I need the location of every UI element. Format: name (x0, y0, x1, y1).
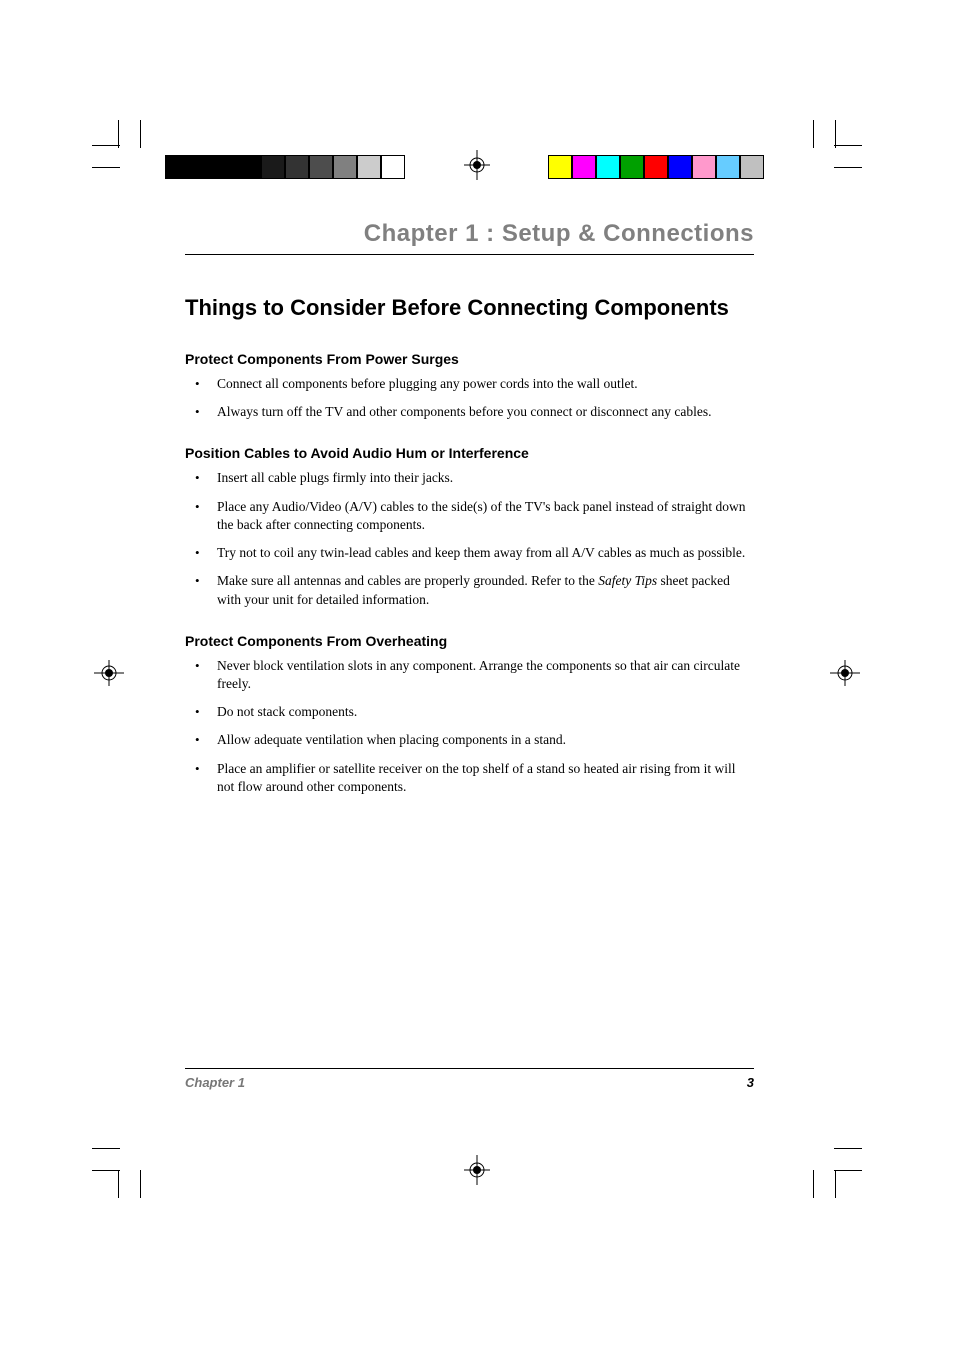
crop-mark (118, 1170, 119, 1198)
page-footer: Chapter 1 3 (185, 1068, 754, 1090)
crop-mark (834, 1148, 862, 1149)
bullet-list: Never block ventilation slots in any com… (185, 657, 754, 796)
registration-mark-icon (94, 660, 124, 691)
subsection: Protect Components From Power Surges Con… (185, 351, 754, 421)
bullet-list: Connect all components before plugging a… (185, 375, 754, 421)
list-item: Connect all components before plugging a… (185, 375, 754, 393)
list-item: Insert all cable plugs firmly into their… (185, 469, 754, 487)
subsection: Position Cables to Avoid Audio Hum or In… (185, 445, 754, 608)
list-item: Always turn off the TV and other compone… (185, 403, 754, 421)
crop-mark (834, 145, 862, 146)
crop-mark (92, 1148, 120, 1149)
list-item: Place an amplifier or satellite receiver… (185, 760, 754, 796)
crop-mark (118, 120, 119, 148)
list-item: Do not stack components. (185, 703, 754, 721)
subsection: Protect Components From Overheating Neve… (185, 633, 754, 796)
footer-chapter: Chapter 1 (185, 1075, 245, 1090)
list-item: Allow adequate ventilation when placing … (185, 731, 754, 749)
list-item: Never block ventilation slots in any com… (185, 657, 754, 693)
color-calibration-bar (548, 155, 764, 179)
registration-mark-icon (830, 660, 860, 691)
page-content: Chapter 1 : Setup & Connections Things t… (185, 220, 754, 806)
chapter-header: Chapter 1 : Setup & Connections (185, 220, 754, 255)
crop-mark (140, 120, 141, 148)
list-item: Place any Audio/Video (A/V) cables to th… (185, 498, 754, 534)
crop-mark (92, 1170, 120, 1171)
crop-mark (834, 167, 862, 168)
list-item: Make sure all antennas and cables are pr… (185, 572, 754, 608)
subheading: Protect Components From Power Surges (185, 351, 754, 367)
subheading: Protect Components From Overheating (185, 633, 754, 649)
crop-mark (813, 1170, 814, 1198)
page-number: 3 (747, 1075, 754, 1090)
crop-mark (813, 120, 814, 148)
crop-mark (92, 145, 120, 146)
registration-mark-icon (464, 1155, 490, 1190)
subheading: Position Cables to Avoid Audio Hum or In… (185, 445, 754, 461)
crop-mark (835, 1170, 836, 1198)
crop-mark (834, 1170, 862, 1171)
crop-mark (140, 1170, 141, 1198)
section-title: Things to Consider Before Connecting Com… (185, 295, 754, 321)
crop-mark (835, 120, 836, 148)
registration-mark-icon (464, 150, 490, 185)
bullet-list: Insert all cable plugs firmly into their… (185, 469, 754, 608)
list-item: Try not to coil any twin-lead cables and… (185, 544, 754, 562)
crop-mark (92, 167, 120, 168)
grayscale-calibration-bar (165, 155, 405, 179)
